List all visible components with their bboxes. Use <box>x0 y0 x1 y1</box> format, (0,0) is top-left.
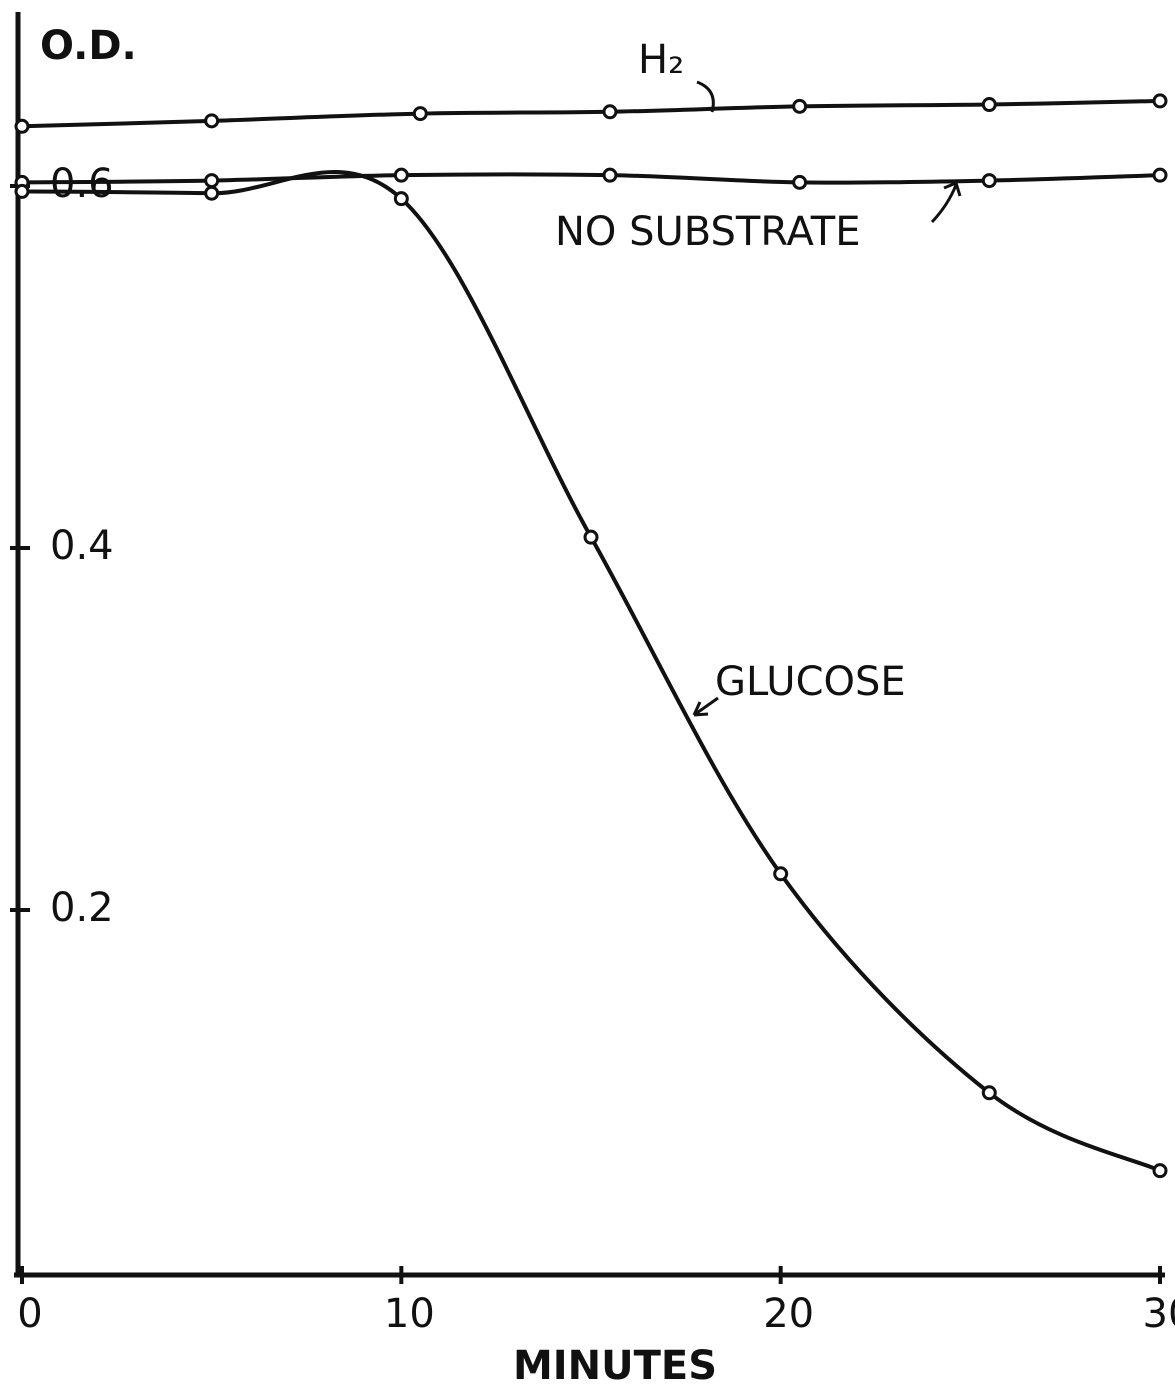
data-point <box>1152 93 1168 109</box>
x-tick-label: 0 <box>17 1291 42 1337</box>
x-axis-label: MINUTES <box>513 1343 717 1389</box>
data-point <box>1152 167 1168 183</box>
x-tick-label: 20 <box>763 1291 814 1337</box>
series-label: H₂ <box>638 37 684 83</box>
data-point <box>14 183 30 199</box>
data-point <box>981 173 997 189</box>
x-tick-label: 10 <box>384 1291 435 1337</box>
data-point <box>792 174 808 190</box>
annotation-arrow <box>930 180 962 224</box>
series-label: NO SUBSTRATE <box>555 209 861 255</box>
data-point <box>14 118 30 134</box>
data-point <box>393 191 409 207</box>
y-tick-label: 0.4 <box>50 523 114 569</box>
data-point <box>1152 1163 1168 1179</box>
y-axis-label: O.D. <box>40 23 137 69</box>
data-point <box>792 98 808 114</box>
data-point <box>602 167 618 183</box>
data-point <box>204 173 220 189</box>
data-point <box>773 866 789 882</box>
x-tick-label: 30 <box>1143 1291 1175 1337</box>
data-point <box>602 104 618 120</box>
data-point <box>204 185 220 201</box>
y-tick-label: 0.2 <box>50 885 114 931</box>
data-point <box>981 1085 997 1101</box>
data-point <box>981 97 997 113</box>
series-line <box>21 170 1161 1173</box>
series-label: GLUCOSE <box>715 659 906 705</box>
data-point <box>204 113 220 129</box>
data-point <box>412 106 428 122</box>
data-point <box>583 529 599 545</box>
data-point <box>393 167 409 183</box>
annotation-arrow <box>692 696 719 717</box>
